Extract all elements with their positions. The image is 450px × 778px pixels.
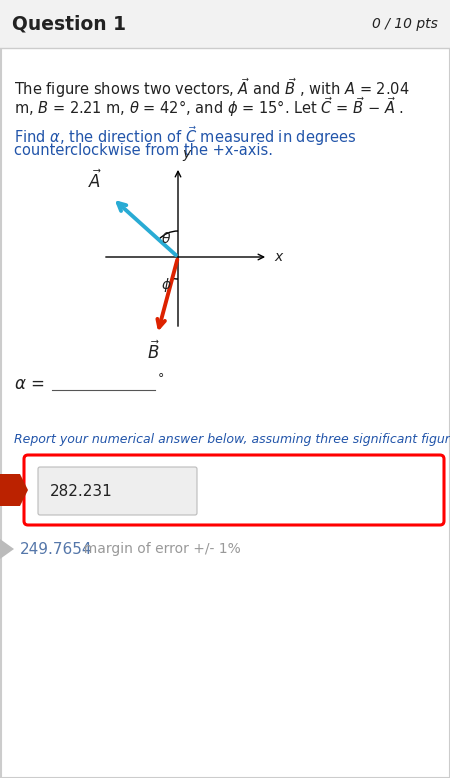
Text: $\vec{B}$: $\vec{B}$ [147,340,160,363]
Text: margin of error +/- 1%: margin of error +/- 1% [75,542,241,556]
Text: °: ° [158,373,164,386]
Polygon shape [0,474,28,506]
FancyBboxPatch shape [24,455,444,525]
Text: 249.7654: 249.7654 [20,541,93,556]
FancyBboxPatch shape [38,467,197,515]
Text: Report your numerical answer below, assuming three significant figures.: Report your numerical answer below, assu… [14,433,450,446]
Text: 282.231: 282.231 [50,483,113,499]
Text: m, $B$ = 2.21 m, $\theta$ = 42°, and $\phi$ = 15°. Let $\vec{C}$ = $\vec{B}$ − $: m, $B$ = 2.21 m, $\theta$ = 42°, and $\p… [14,95,404,119]
Text: counterclockwise from the +x-axis.: counterclockwise from the +x-axis. [14,143,273,158]
Bar [0,0,450,48]
Text: $\vec{A}$: $\vec{A}$ [89,170,103,192]
Text: $\alpha$ =: $\alpha$ = [14,375,45,393]
Polygon shape [0,539,14,559]
Text: $x$: $x$ [274,250,285,264]
Text: Find $\alpha$, the direction of $\vec{C}$ measured in degrees: Find $\alpha$, the direction of $\vec{C}… [14,124,356,148]
Text: The figure shows two vectors, $\vec{A}$ and $\vec{B}$ , with $A$ = 2.04: The figure shows two vectors, $\vec{A}$ … [14,76,410,100]
Text: $\phi$: $\phi$ [161,275,172,294]
Text: $y$: $y$ [182,148,193,163]
Text: Question 1: Question 1 [12,15,126,33]
Text: 0 / 10 pts: 0 / 10 pts [372,17,438,31]
Text: $\theta$: $\theta$ [161,231,171,246]
